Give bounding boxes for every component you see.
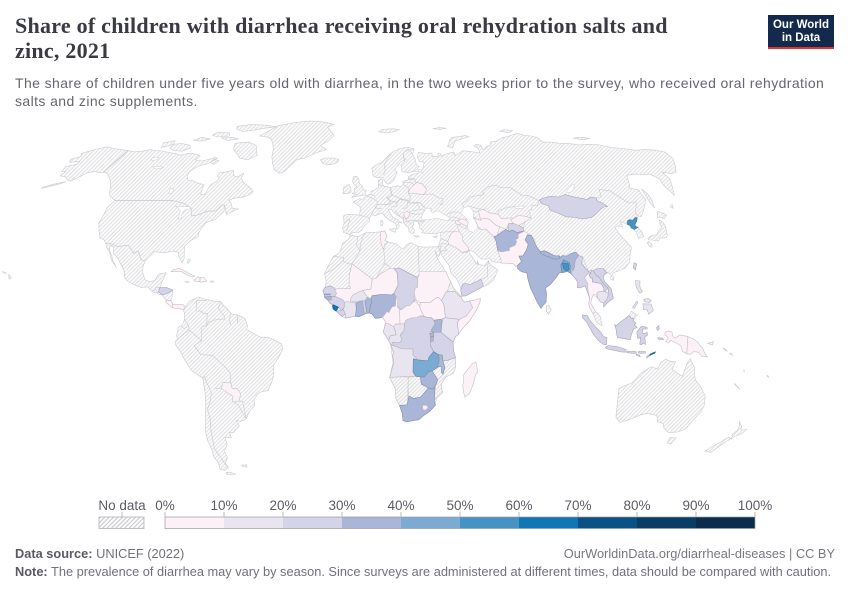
svg-text:50%: 50% [446,498,473,513]
svg-text:100%: 100% [738,498,773,513]
svg-text:0%: 0% [155,498,175,513]
svg-text:10%: 10% [210,498,237,513]
svg-text:80%: 80% [623,498,650,513]
svg-text:30%: 30% [328,498,355,513]
svg-text:90%: 90% [682,498,709,513]
svg-text:70%: 70% [564,498,591,513]
svg-text:40%: 40% [387,498,414,513]
svg-text:No data: No data [98,498,146,513]
svg-text:60%: 60% [505,498,532,513]
svg-text:20%: 20% [269,498,296,513]
